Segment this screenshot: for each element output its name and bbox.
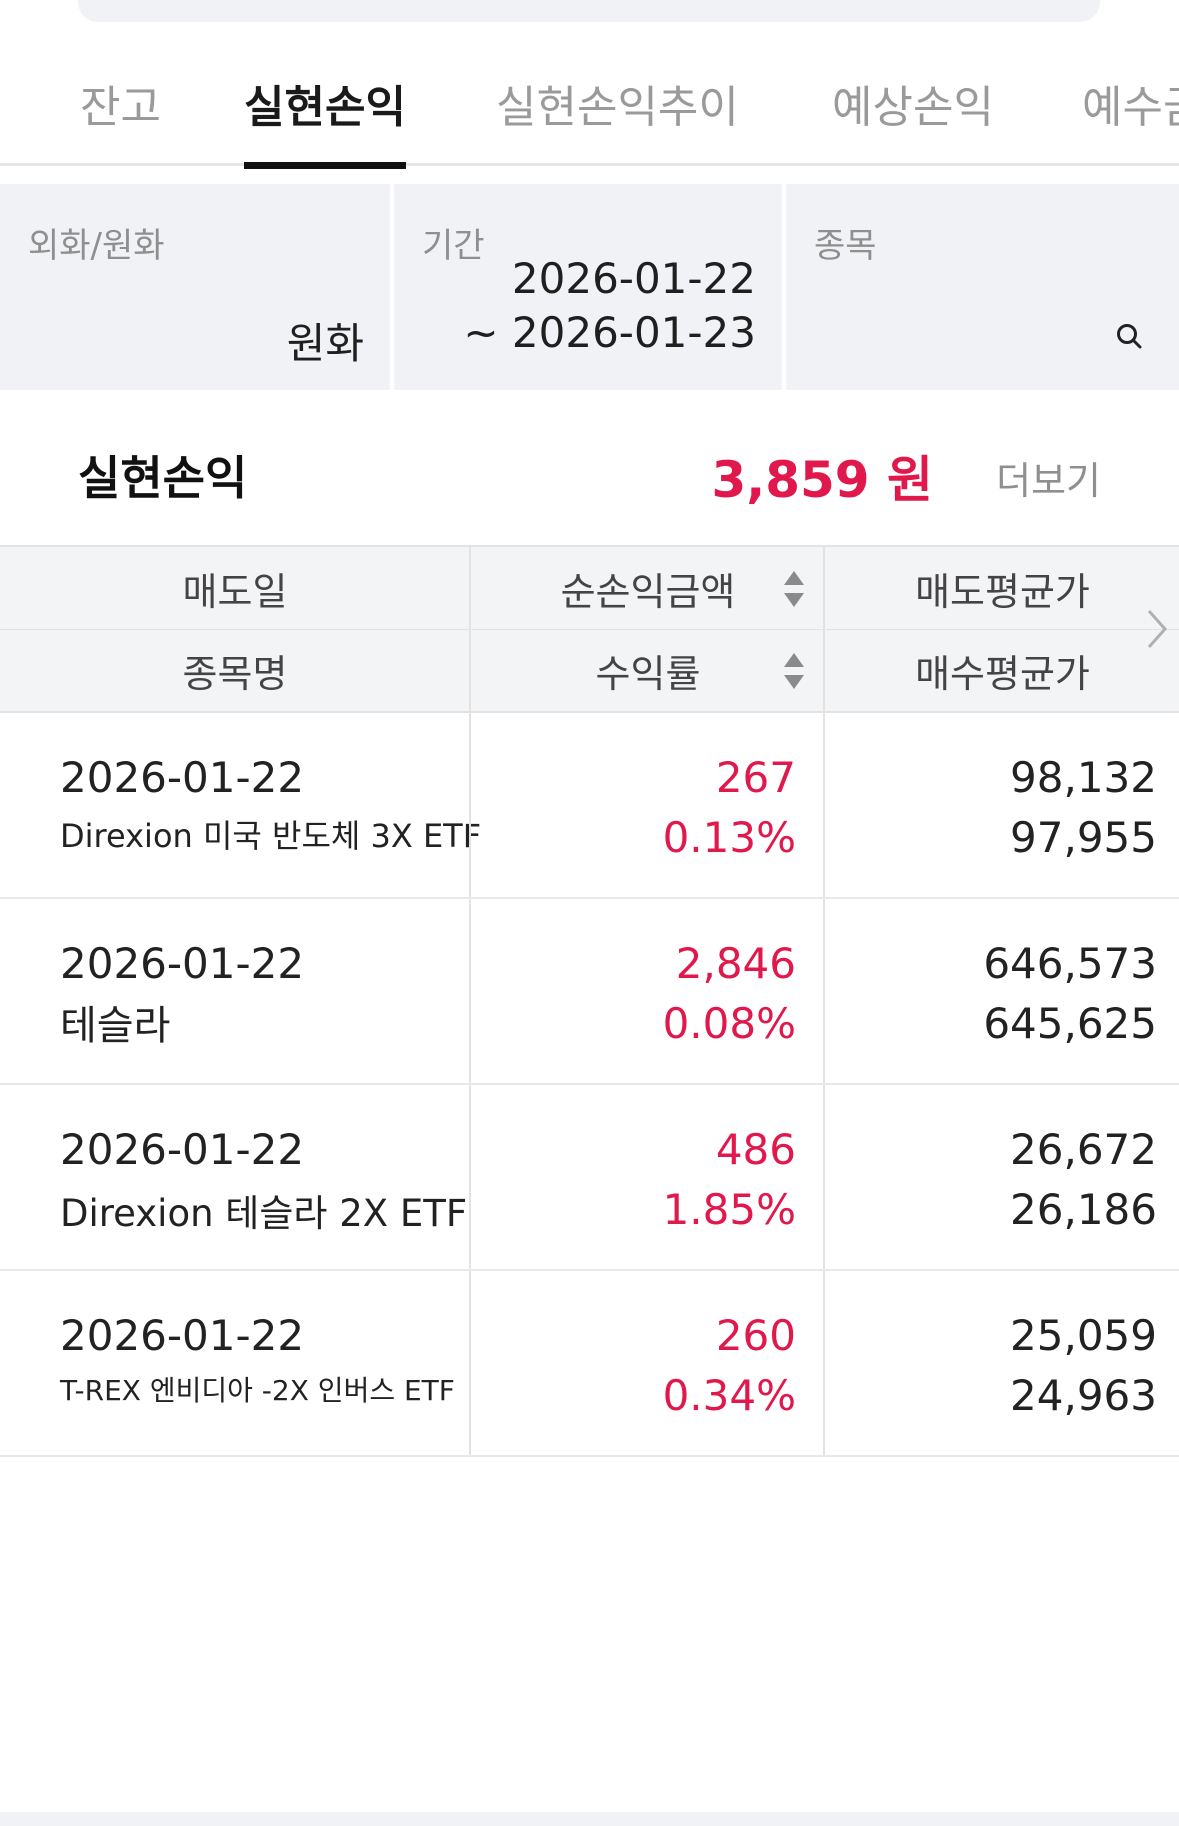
tab-balance[interactable]: 잔고	[80, 40, 161, 166]
search-bar[interactable]	[78, 0, 1100, 22]
tab-deposit[interactable]: 예수금	[1082, 40, 1179, 166]
tab-label: 예수금	[1082, 82, 1179, 133]
header-net-profit[interactable]: 순손익금액	[472, 547, 824, 629]
column-divider	[469, 899, 471, 1083]
tab-realized-pnl-trend[interactable]: 실현손익추이	[496, 40, 739, 166]
header-stock-name: 종목명	[0, 629, 470, 711]
return-rate: 0.08%	[662, 999, 796, 1048]
sell-avg-price: 646,573	[983, 939, 1157, 988]
currency-filter-value: 원화	[286, 319, 364, 368]
header-sell-date: 매도일	[182, 569, 288, 614]
sell-date: 2026-01-22	[60, 753, 305, 802]
header-buy-avg: 매수평균가	[826, 629, 1179, 711]
active-tab-indicator	[244, 162, 406, 169]
header-return-rate-label: 수익률	[595, 652, 701, 696]
currency-filter[interactable]: 외화/원화 원화	[0, 184, 390, 390]
summary-amount: 3,859 원	[711, 451, 933, 509]
tab-label: 실현손익추이	[496, 82, 739, 133]
buy-avg-price: 24,963	[1010, 1371, 1157, 1420]
column-divider	[823, 547, 825, 711]
tab-expected-pnl[interactable]: 예상손익	[832, 40, 994, 166]
sell-date: 2026-01-22	[60, 939, 305, 988]
table-row[interactable]: 2026-01-22 테슬라 2,846 0.08% 646,573 645,6…	[0, 899, 1179, 1085]
period-filter-label: 기간	[422, 226, 485, 266]
sell-avg-price: 25,059	[1010, 1311, 1157, 1360]
search-icon[interactable]	[1115, 322, 1143, 350]
return-rate: 1.85%	[662, 1185, 796, 1234]
chevron-right-icon[interactable]	[1145, 607, 1169, 651]
currency-filter-label: 외화/원화	[28, 226, 165, 266]
return-rate: 0.34%	[662, 1371, 796, 1420]
buy-avg-price: 26,186	[1010, 1185, 1157, 1234]
column-divider	[823, 1271, 825, 1455]
sort-icon[interactable]	[783, 651, 805, 691]
header-net-profit-label: 순손익금액	[560, 569, 736, 614]
sell-avg-price: 98,132	[1010, 753, 1157, 802]
stock-filter[interactable]: 종목	[786, 184, 1179, 390]
tab-label: 잔고	[80, 82, 161, 133]
sell-date: 2026-01-22	[60, 1311, 305, 1360]
summary-row: 실현손익 3,859 원 더보기	[0, 420, 1179, 530]
sort-icon[interactable]	[783, 569, 805, 609]
period-start: 2026-01-22	[511, 254, 756, 303]
net-profit: 2,846	[675, 939, 796, 988]
return-rate: 0.13%	[662, 813, 796, 862]
period-filter[interactable]: 기간 2026-01-22 ~ 2026-01-23	[394, 184, 782, 390]
tab-bar: 잔고 실현손익 실현손익추이 예상손익 예수금	[0, 40, 1179, 169]
column-divider	[469, 1271, 471, 1455]
table-row[interactable]: 2026-01-22 Direxion 테슬라 2X ETF 486 1.85%…	[0, 1085, 1179, 1271]
column-divider	[823, 899, 825, 1083]
stock-name: T-REX 엔비디아 -2X 인버스 ETF	[60, 1374, 455, 1407]
net-profit: 260	[715, 1311, 796, 1360]
column-divider	[469, 713, 471, 897]
stock-name: Direxion 미국 반도체 3X ETF	[60, 817, 482, 855]
tab-realized-pnl[interactable]: 실현손익	[244, 40, 406, 169]
header-sell-avg: 매도평균가	[915, 569, 1090, 614]
column-divider	[823, 713, 825, 897]
filter-panel: 외화/원화 원화 기간 2026-01-22 ~ 2026-01-23 종목	[0, 184, 1179, 390]
buy-avg-price: 97,955	[1010, 813, 1157, 862]
column-divider	[469, 547, 471, 711]
column-divider	[823, 1085, 825, 1269]
table-header: 매도일 순손익금액 매도평균가 종목명 수익률 매수평균가	[0, 545, 1179, 713]
buy-avg-price: 645,625	[983, 999, 1157, 1048]
more-button[interactable]: 더보기	[996, 459, 1101, 503]
net-profit: 486	[715, 1125, 796, 1174]
table-row[interactable]: 2026-01-22 Direxion 미국 반도체 3X ETF 267 0.…	[0, 713, 1179, 899]
stock-filter-label: 종목	[814, 226, 877, 266]
table-row[interactable]: 2026-01-22 T-REX 엔비디아 -2X 인버스 ETF 260 0.…	[0, 1271, 1179, 1457]
net-profit: 267	[715, 753, 796, 802]
summary-title: 실현손익	[78, 451, 248, 505]
stock-name: 테슬라	[60, 1003, 171, 1049]
stock-name: Direxion 테슬라 2X ETF	[60, 1192, 468, 1235]
period-end: ~ 2026-01-23	[463, 308, 756, 357]
sell-avg-price: 26,672	[1010, 1125, 1157, 1174]
bottom-divider	[0, 1812, 1179, 1826]
column-divider	[469, 1085, 471, 1269]
header-return-rate[interactable]: 수익률	[472, 629, 824, 711]
sell-date: 2026-01-22	[60, 1125, 305, 1174]
tab-label: 실현손익	[244, 82, 406, 133]
tab-label: 예상손익	[832, 82, 994, 133]
